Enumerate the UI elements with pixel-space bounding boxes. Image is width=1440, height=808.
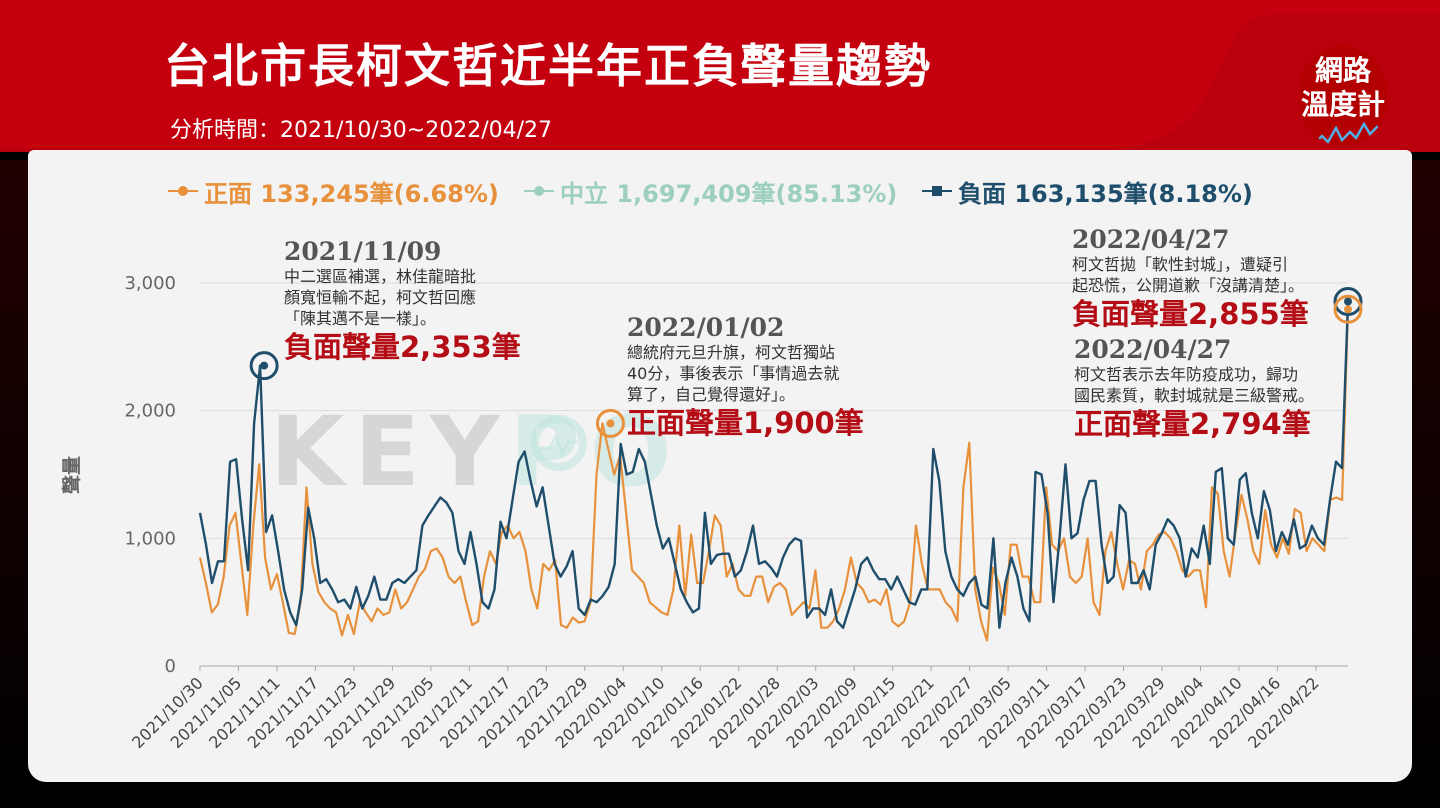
legend-marker-negative <box>922 181 952 201</box>
legend-positive: 正面 133,245筆(6.68%) <box>168 174 499 208</box>
annotation-date: 2022/01/02 <box>627 313 785 342</box>
highlight-marker <box>249 351 279 381</box>
annotation-2022-01-02: 2022/01/02 總統府元旦升旗，柯文哲獨站 40分，事後表示「事情過去就 … <box>627 314 864 441</box>
highlight-marker <box>1333 287 1363 317</box>
y-axis-label: 聲量 <box>60 456 83 494</box>
annotation-line: 柯文哲拋「軟性封城」，遭疑引 <box>1072 255 1289 274</box>
brand-logo: 網路 溫度計 <box>1300 46 1386 146</box>
highlight-point <box>1344 305 1352 314</box>
highlight-marker <box>1333 294 1363 324</box>
highlight-point <box>260 361 269 370</box>
annotation-volume: 負面聲量2,855筆 <box>1072 297 1309 331</box>
series-negative-line <box>198 301 1350 629</box>
annotation-line: 算了，自己覺得還好」。 <box>627 385 796 404</box>
y-tick-label: 1,000 <box>124 528 176 549</box>
annotation-date: 2021/11/09 <box>284 237 442 266</box>
annotation-line: 國民素質，軟封城就是三級警戒。 <box>1074 386 1315 405</box>
y-tick-label: 0 <box>165 656 176 677</box>
annotation-2022-04-27-positive: 2022/04/27 柯文哲表示去年防疫成功，歸功 國民素質，軟封城就是三級警戒… <box>1074 336 1314 442</box>
legend-marker-positive <box>168 181 198 201</box>
annotation-volume: 負面聲量2,353筆 <box>284 330 521 364</box>
analysis-period: 分析時間：2021/10/30~2022/04/27 <box>170 118 553 143</box>
annotation-line: 總統府元旦升旗，柯文哲獨站 <box>627 343 836 362</box>
annotation-2021-11-09: 2021/11/09 中二選區補選，林佳龍暗批 顏寬恒輸不起，柯文哲回應 「陳其… <box>284 238 521 365</box>
annotation-line: 柯文哲表示去年防疫成功，歸功 <box>1074 365 1299 384</box>
watermark-ring-icon <box>531 415 587 471</box>
annotation-2022-04-27-negative: 2022/04/27 柯文哲拋「軟性封城」，遭疑引 起恐慌，公開道歉「沒講清楚」… <box>1072 226 1309 332</box>
wave-icon <box>1314 122 1378 145</box>
header-banner <box>0 0 1440 160</box>
highlight-point <box>606 419 615 428</box>
highlight-marker <box>595 408 625 438</box>
y-tick-label: 3,000 <box>124 273 176 294</box>
y-tick-label: 2,000 <box>124 401 176 422</box>
annotation-line: 「陳其邁不是一樣」。 <box>284 309 437 328</box>
highlight-point <box>1344 297 1352 306</box>
legend-marker-neutral <box>524 181 554 201</box>
annotation-line: 起恐慌，公開道歉「沒講清楚」。 <box>1072 276 1305 295</box>
annotation-volume: 正面聲量2,794筆 <box>1074 407 1311 441</box>
annotation-line: 顏寬恒輸不起，柯文哲回應 <box>284 288 477 307</box>
legend-negative: 負面 163,135筆(8.18%) <box>922 174 1253 208</box>
page-title: 台北市長柯文哲近半年正負聲量趨勢 <box>164 39 932 93</box>
annotation-line: 中二選區補選，林佳龍暗批 <box>284 267 477 286</box>
annotation-volume: 正面聲量1,900筆 <box>627 406 864 440</box>
logo-line1: 網路 <box>1314 54 1371 87</box>
series-positive-line <box>198 309 1350 642</box>
annotation-date: 2022/04/27 <box>1074 335 1232 364</box>
legend-neutral: 中立 1,697,409筆(85.13%) <box>524 174 897 208</box>
annotation-date: 2022/04/27 <box>1072 225 1230 254</box>
logo-line2: 溫度計 <box>1300 88 1385 121</box>
annotation-line: 40分，事後表示「事情過去就 <box>627 364 840 383</box>
